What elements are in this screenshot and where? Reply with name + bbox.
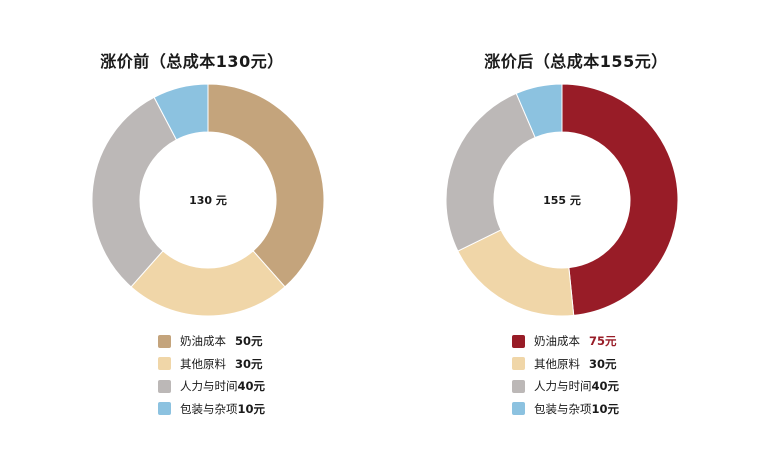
legend-swatch xyxy=(158,357,171,371)
legend-item: 其他原料 30元 xyxy=(158,353,265,376)
legend-value: 40元 xyxy=(591,379,620,394)
legend-swatch xyxy=(158,334,171,348)
donut-slice-packaging-misc xyxy=(153,83,209,141)
legend-label: 奶油成本 xyxy=(180,334,226,349)
chart-title-before: 涨价前（总成本130元） xyxy=(100,52,284,71)
legend-item: 奶油成本 50元 xyxy=(158,330,265,353)
legend-before: 奶油成本 50元 其他原料 30元 人力与时间 40元 包装与杂项 10元 xyxy=(158,330,265,420)
legend-swatch xyxy=(512,402,525,416)
chart-title-after: 涨价后（总成本155元） xyxy=(484,52,668,71)
donut-slice-cream-cost xyxy=(561,83,679,316)
donut-chart-after: 155 元 xyxy=(445,83,679,317)
legend-swatch xyxy=(512,334,525,348)
donut-slice-labor-time xyxy=(445,92,536,252)
legend-value: 50元 xyxy=(235,334,263,349)
legend-item: 包装与杂项 10元 xyxy=(512,398,619,421)
legend-label: 其他原料 xyxy=(534,356,580,371)
donut-slice-packaging-misc xyxy=(515,83,563,139)
center-label-after: 155 元 xyxy=(543,194,581,207)
legend-label: 人力与时间 xyxy=(534,379,592,394)
legend-value: 30元 xyxy=(589,356,617,371)
legend-value: 10元 xyxy=(591,401,620,416)
center-label-before: 130 元 xyxy=(189,194,227,207)
legend-value: 75元 xyxy=(589,334,617,349)
legend-swatch xyxy=(512,379,525,393)
legend-label: 人力与时间 xyxy=(180,379,238,394)
legend-item: 人力与时间 40元 xyxy=(158,375,265,398)
donut-chart-before: 130 元 xyxy=(91,83,325,317)
chart-after: 涨价后（总成本155元） 155 元 奶油成本 75元 其他原料 30元 人力与… xyxy=(384,0,768,451)
legend-label: 其他原料 xyxy=(180,356,226,371)
donut-slice-labor-time xyxy=(91,96,178,288)
legend-label: 奶油成本 xyxy=(534,334,580,349)
legend-item: 奶油成本 75元 xyxy=(512,330,619,353)
donut-slice-cream-cost xyxy=(207,83,325,288)
legend-swatch xyxy=(158,379,171,393)
legend-swatch xyxy=(158,402,171,416)
legend-swatch xyxy=(512,357,525,371)
legend-label: 包装与杂项 xyxy=(534,401,592,416)
legend-label: 包装与杂项 xyxy=(180,401,238,416)
legend-item: 其他原料 30元 xyxy=(512,353,619,376)
chart-before: 涨价前（总成本130元） 130 元 奶油成本 50元 其他原料 30元 人力与… xyxy=(91,52,325,420)
legend-value: 10元 xyxy=(237,401,266,416)
legend-value: 30元 xyxy=(235,356,263,371)
legend-item: 包装与杂项 10元 xyxy=(158,398,265,421)
legend-item: 人力与时间 40元 xyxy=(512,375,619,398)
legend-after: 奶油成本 75元 其他原料 30元 人力与时间 40元 包装与杂项 10元 xyxy=(512,330,619,420)
legend-value: 40元 xyxy=(237,379,266,394)
